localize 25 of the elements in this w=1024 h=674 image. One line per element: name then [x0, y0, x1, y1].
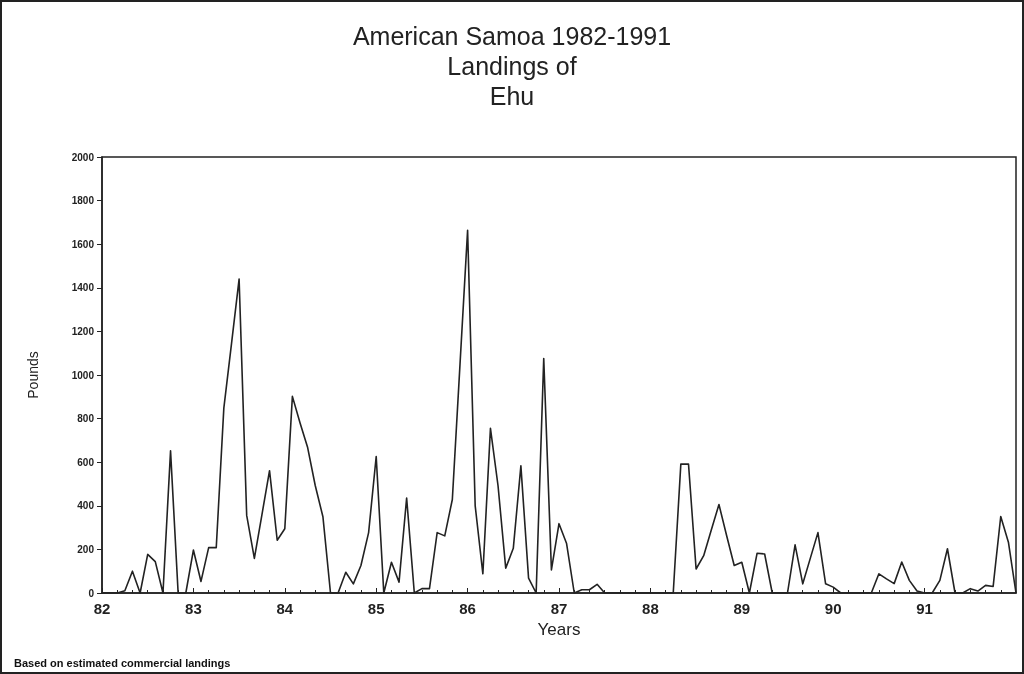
y-tick-label: 800 — [77, 413, 95, 425]
x-tick-label: 90 — [824, 600, 842, 617]
y-axis-title: Pounds — [25, 351, 41, 399]
x-tick-label: 83 — [185, 600, 202, 617]
y-tick-label: 1000 — [71, 369, 95, 381]
x-axis-title: Years — [537, 620, 581, 639]
y-tick-label: 200 — [77, 543, 95, 555]
y-tick-label: 400 — [77, 500, 95, 512]
y-tick-label: 600 — [77, 456, 95, 468]
x-tick-label: 85 — [367, 600, 385, 617]
y-tick-label: 1200 — [71, 325, 95, 337]
y-tick-label: 1800 — [71, 195, 95, 207]
y-tick-label: 1600 — [71, 238, 95, 250]
x-tick-label: 82 — [93, 600, 111, 617]
x-tick-label: 88 — [642, 600, 659, 617]
x-tick-label: 91 — [916, 600, 933, 617]
y-tick-label: 1400 — [71, 282, 95, 294]
text: Based on estimated commercial landings — [14, 656, 231, 669]
x-tick-label: 84 — [276, 600, 294, 617]
y-tick-label: 0 — [88, 587, 95, 599]
y-tick-label: 2000 — [71, 151, 95, 163]
x-tick-label: 86 — [459, 600, 476, 617]
x-tick-label: 89 — [733, 600, 751, 617]
chart-title: American Samoa 1982-1991 Landings of Ehu — [352, 22, 672, 110]
x-tick-label: 87 — [550, 600, 568, 617]
